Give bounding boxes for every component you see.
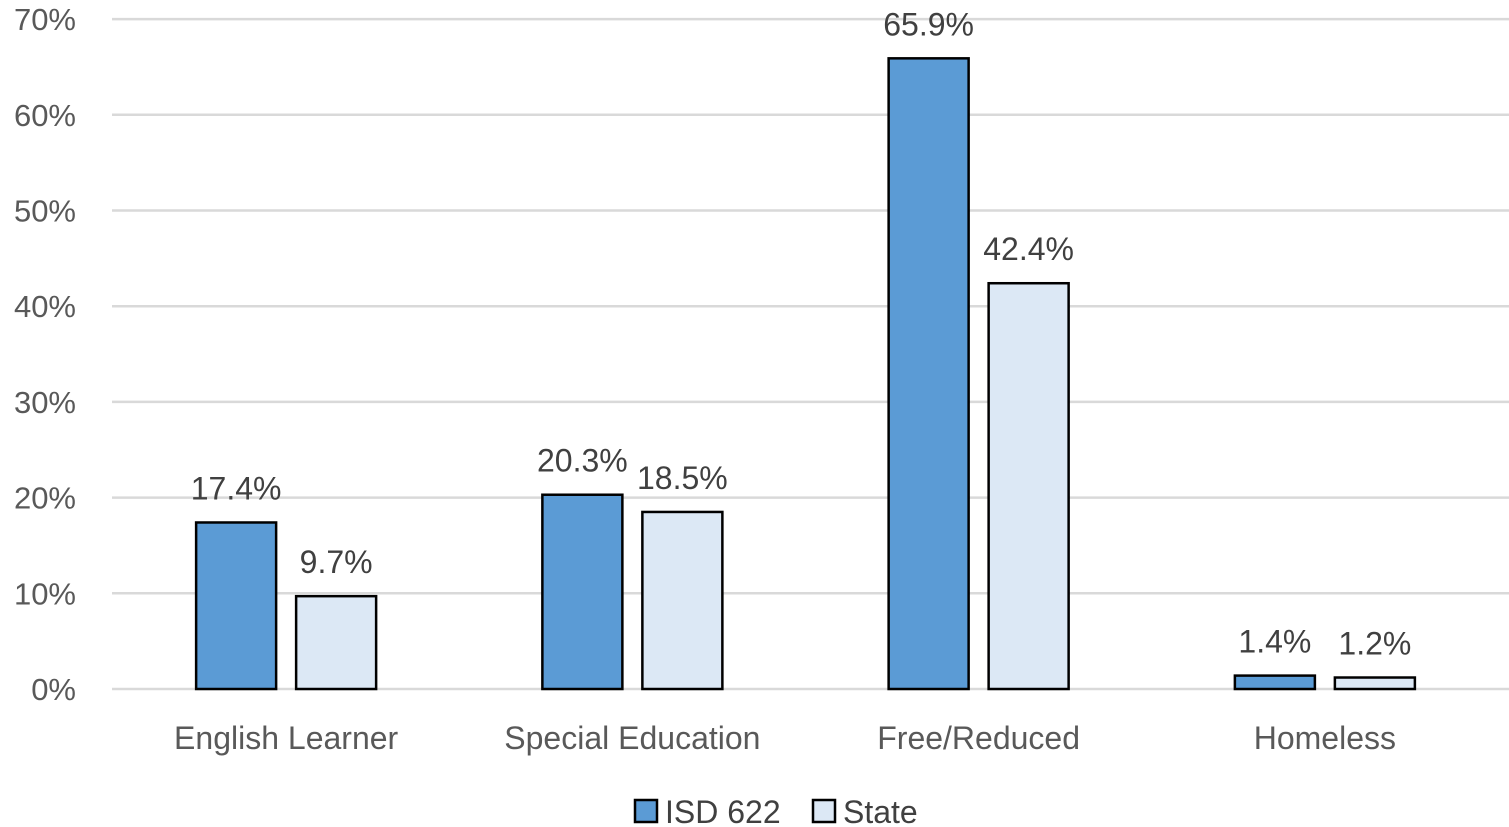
x-category-label: Homeless (1254, 720, 1396, 756)
y-tick-label: 30% (14, 385, 76, 420)
x-axis-categories: English Learner Special Education Free/Red… (174, 720, 1396, 756)
legend-swatch (811, 798, 837, 824)
x-category-label: Special Education (504, 720, 760, 756)
y-axis-ticks: 0% 10% 20% 30% 40% 50% 60% 70% (14, 2, 76, 707)
data-label: 18.5% (637, 460, 728, 496)
bar-isd-622 (887, 57, 970, 691)
data-labels: 17.4% 9.7% 20.3% 18.5% 65.9% 42.4% 1.4% 1.2% (191, 6, 1412, 661)
bar-state (294, 594, 378, 691)
y-tick-label: 40% (14, 289, 76, 324)
y-tick-label: 0% (31, 672, 76, 707)
gridlines (112, 17, 1509, 691)
data-label: 1.2% (1338, 626, 1411, 662)
x-category-label: Free/Reduced (877, 720, 1080, 756)
data-label: 1.4% (1238, 624, 1311, 660)
bar-isd-622 (541, 493, 624, 691)
legend-label: ISD 622 (665, 794, 781, 827)
bar-state (1333, 676, 1417, 691)
legend-swatch (633, 798, 659, 824)
data-label: 65.9% (883, 6, 974, 42)
data-label: 20.3% (537, 443, 628, 479)
data-label: 17.4% (191, 470, 282, 506)
y-tick-label: 50% (14, 194, 76, 229)
bar-state (641, 510, 724, 691)
y-tick-label: 20% (14, 481, 76, 516)
bar-isd-622 (194, 521, 278, 691)
data-label: 42.4% (983, 231, 1074, 267)
legend: ISD 622 State (633, 794, 918, 827)
bars (194, 57, 1417, 691)
bar-state (987, 281, 1070, 691)
y-tick-label: 10% (14, 576, 76, 611)
y-tick-label: 70% (14, 2, 76, 37)
legend-label: State (843, 794, 918, 827)
bar-isd-622 (1233, 674, 1317, 691)
x-category-label: English Learner (174, 720, 398, 756)
data-label: 9.7% (300, 544, 373, 580)
y-tick-label: 60% (14, 98, 76, 133)
